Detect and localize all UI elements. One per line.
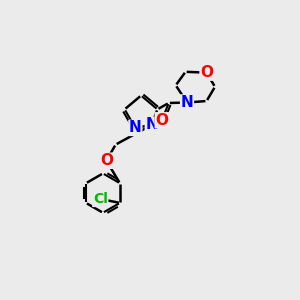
Text: O: O [155, 113, 168, 128]
Text: O: O [100, 153, 113, 168]
Text: Cl: Cl [93, 192, 108, 206]
Text: N: N [129, 120, 142, 135]
Text: N: N [181, 95, 194, 110]
Text: N: N [146, 118, 158, 133]
Text: O: O [200, 65, 213, 80]
